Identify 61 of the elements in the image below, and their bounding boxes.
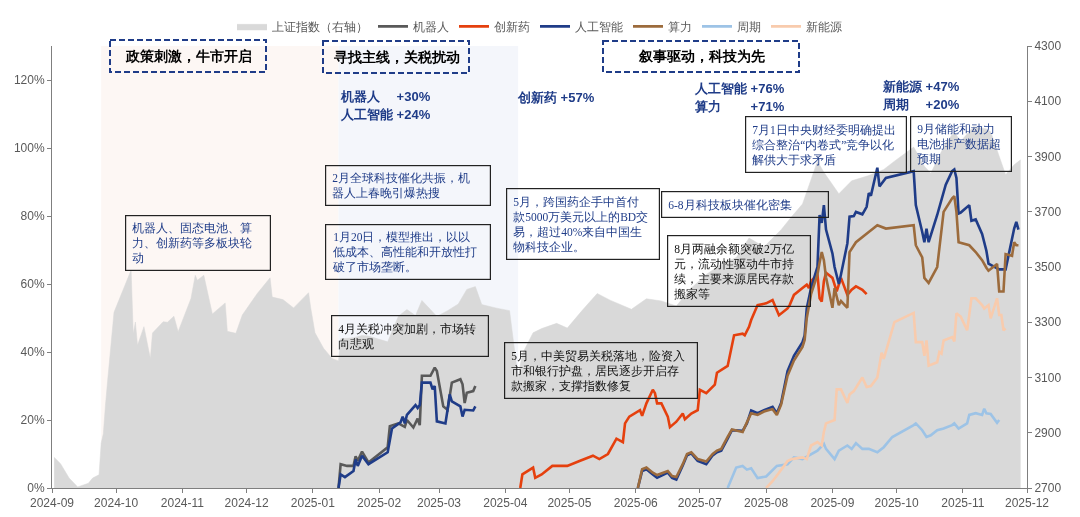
annotation: 叙事驱动，科技为先	[637, 49, 765, 64]
y2-tick-label: 3900	[1034, 149, 1062, 164]
legend-label: 机器人	[413, 20, 449, 35]
annotation: 政策刺激，牛市开启	[124, 48, 252, 64]
y2-tick-label: 4300	[1034, 39, 1062, 54]
y-tick-label: 120%	[13, 73, 45, 88]
annotation: 周期 +20%	[882, 97, 960, 112]
annotation: 6-8月科技板块催化密集	[668, 198, 792, 212]
x-tick-label: 2024-09	[29, 496, 75, 511]
y2-tick-label: 4100	[1034, 94, 1062, 109]
y2-tick-label: 3100	[1034, 370, 1062, 385]
annotation: 4月关税冲突加剧，市场转向悲观	[338, 322, 476, 351]
legend-label: 新能源	[806, 20, 842, 35]
y2-tick-label: 3700	[1034, 204, 1062, 219]
x-tick-label: 2025-12	[1004, 496, 1050, 511]
annotation: 1月20日，模型推出，以以低成本、高性能和开放性打破了市场垄断。	[332, 231, 478, 274]
y2-tick-label: 3300	[1034, 315, 1062, 330]
x-tick-label: 2025-09	[810, 496, 855, 511]
annotation: 9月储能和动力电池排产数据超预期	[917, 123, 1002, 166]
y2-tick-label: 2900	[1034, 425, 1062, 440]
annotation: 新能源 +47%	[882, 79, 960, 94]
x-tick-label: 2025-07	[677, 496, 723, 511]
x-tick-label: 2025-06	[613, 496, 659, 511]
y2-tick-label: 3500	[1034, 260, 1062, 275]
annotation: 5月，中美贸易关税落地，险资入市和银行护盘，居民逐步开启存款搬家，支撑指数修复	[511, 349, 685, 393]
legend-label: 上证指数（右轴）	[272, 20, 368, 35]
annotation: 寻找主线，关税扰动	[332, 49, 460, 65]
legend-label: 人工智能	[575, 20, 623, 35]
y-tick-label: 0%	[27, 481, 45, 496]
x-tick-label: 2025-03	[416, 496, 462, 511]
x-tick-label: 2025-08	[744, 496, 789, 511]
line-series	[764, 296, 1007, 488]
annotation: 算力 +71%	[694, 99, 785, 114]
annotation: 人工智能 +24%	[340, 107, 431, 122]
legend-label: 算力	[668, 20, 692, 35]
x-tick-label: 2025-10	[874, 496, 919, 511]
x-tick-label: 2024-12	[224, 496, 269, 511]
annotation: 人工智能 +76%	[694, 81, 785, 96]
annotation: 2月全球科技催化共振，机器人上春晚引爆热搜	[332, 172, 470, 200]
annotation: 机器人、固态电池、算力、创新药等多板块轮动	[132, 222, 253, 265]
annotation: 5月，跨国药企手中首付款5000万美元以上的BD交易，超过40%来自中国生物科技企业。	[513, 195, 649, 254]
x-tick-label: 2024-11	[160, 496, 205, 511]
x-tick-label: 2024-10	[94, 496, 139, 511]
x-tick-label: 2025-11	[941, 496, 985, 511]
legend-label: 周期	[737, 20, 761, 35]
y-tick-label: 100%	[13, 141, 45, 156]
y-tick-label: 60%	[20, 277, 45, 292]
annotation: 7月1日中央财经委明确提出综合整治“内卷式”竞争以化解供大于求矛盾	[752, 123, 896, 167]
x-tick-label: 2025-02	[357, 496, 402, 511]
annotation: 机器人 +30%	[340, 89, 431, 104]
line-series	[726, 407, 1001, 488]
x-tick-label: 2025-04	[483, 496, 528, 511]
annotation: 创新药 +57%	[517, 90, 595, 105]
legend-label: 创新药	[494, 20, 530, 35]
y-tick-label: 20%	[20, 413, 45, 428]
y2-tick-label: 2700	[1034, 481, 1062, 496]
x-tick-label: 2025-05	[547, 496, 592, 511]
annotation: 8月两融余额突破2万亿元，流动性驱动牛市持续，主要来源居民存款搬家等	[674, 242, 795, 301]
y-tick-label: 40%	[20, 345, 45, 360]
y-tick-label: 80%	[20, 209, 45, 224]
x-tick-label: 2025-01	[290, 496, 336, 511]
